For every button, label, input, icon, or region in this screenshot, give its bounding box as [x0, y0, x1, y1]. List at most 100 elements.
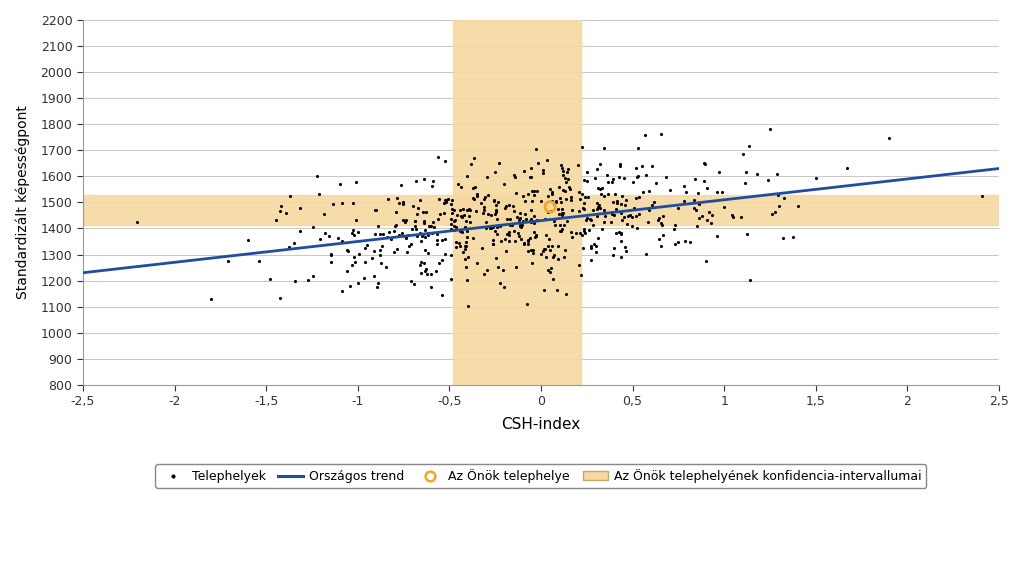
Point	[409, 210, 425, 219]
Point	[541, 242, 557, 251]
Point	[561, 185, 578, 194]
Point	[464, 233, 480, 242]
Point	[386, 248, 402, 257]
Point	[498, 202, 514, 211]
Point	[616, 243, 633, 252]
Point	[412, 229, 428, 238]
Point	[466, 154, 482, 163]
Point	[486, 209, 503, 218]
Point	[444, 195, 461, 204]
Point	[573, 231, 590, 240]
Point	[553, 211, 569, 220]
Point	[350, 249, 367, 258]
Point	[559, 217, 575, 226]
Point	[419, 270, 435, 279]
Point	[749, 169, 765, 178]
Point	[466, 195, 482, 204]
Point	[515, 216, 531, 225]
Point	[311, 235, 328, 244]
Point	[345, 225, 361, 234]
Point	[606, 243, 623, 252]
Point	[510, 229, 526, 238]
Point	[437, 198, 454, 207]
Point	[676, 181, 692, 190]
Point	[475, 270, 492, 279]
Point	[459, 226, 475, 235]
Point	[592, 204, 608, 213]
Point	[418, 207, 434, 216]
Point	[416, 217, 432, 226]
Point	[520, 190, 537, 199]
Point	[537, 244, 553, 253]
Bar	[453, 20, 582, 385]
Point	[350, 279, 367, 288]
Point	[435, 209, 452, 218]
Point	[445, 216, 462, 225]
Point	[725, 213, 741, 222]
Point	[452, 239, 468, 248]
Point	[557, 174, 573, 183]
Point	[396, 231, 413, 240]
Point	[268, 215, 285, 224]
Point	[513, 220, 529, 229]
Point	[520, 247, 537, 256]
Point	[203, 294, 219, 303]
Point	[553, 161, 569, 170]
Point	[535, 168, 551, 177]
Point	[490, 159, 507, 168]
Point	[323, 258, 339, 267]
Point	[677, 236, 693, 245]
Point	[344, 228, 360, 237]
Point	[342, 282, 358, 291]
Point	[613, 252, 630, 261]
Point	[452, 227, 468, 236]
Point	[520, 236, 537, 245]
Point	[423, 221, 439, 230]
Point	[696, 159, 713, 168]
Point	[251, 256, 267, 265]
Point	[325, 200, 341, 209]
Point	[415, 229, 431, 238]
Point	[711, 167, 727, 176]
Point	[402, 240, 419, 249]
Point	[571, 229, 588, 238]
Point	[507, 262, 523, 271]
Point	[624, 222, 640, 231]
Point	[526, 218, 543, 227]
Point	[427, 267, 443, 276]
Point	[591, 200, 607, 209]
Point	[414, 236, 430, 245]
Point	[278, 209, 294, 218]
Point	[604, 178, 621, 187]
Point	[492, 222, 508, 231]
Point	[588, 247, 604, 256]
Point	[475, 205, 492, 214]
Point	[498, 247, 514, 256]
Point	[372, 250, 388, 259]
Point	[702, 219, 719, 228]
Point	[347, 216, 364, 225]
Point	[690, 188, 707, 197]
Point	[501, 200, 517, 209]
Point	[544, 207, 560, 216]
Point	[563, 205, 580, 215]
Point	[424, 217, 440, 226]
Point	[510, 216, 526, 225]
Point	[500, 230, 516, 239]
Point	[604, 209, 621, 218]
Point	[732, 213, 749, 222]
Point	[541, 235, 557, 244]
Point	[628, 212, 644, 221]
Point	[378, 262, 394, 271]
Point	[505, 201, 521, 210]
Point	[450, 180, 466, 189]
Point	[512, 209, 528, 218]
Point	[686, 195, 702, 204]
Point	[686, 204, 702, 213]
Point	[433, 256, 450, 265]
Point	[589, 165, 605, 174]
Point	[447, 222, 464, 231]
Point	[415, 207, 431, 216]
Point	[368, 230, 384, 239]
Point	[488, 230, 505, 239]
